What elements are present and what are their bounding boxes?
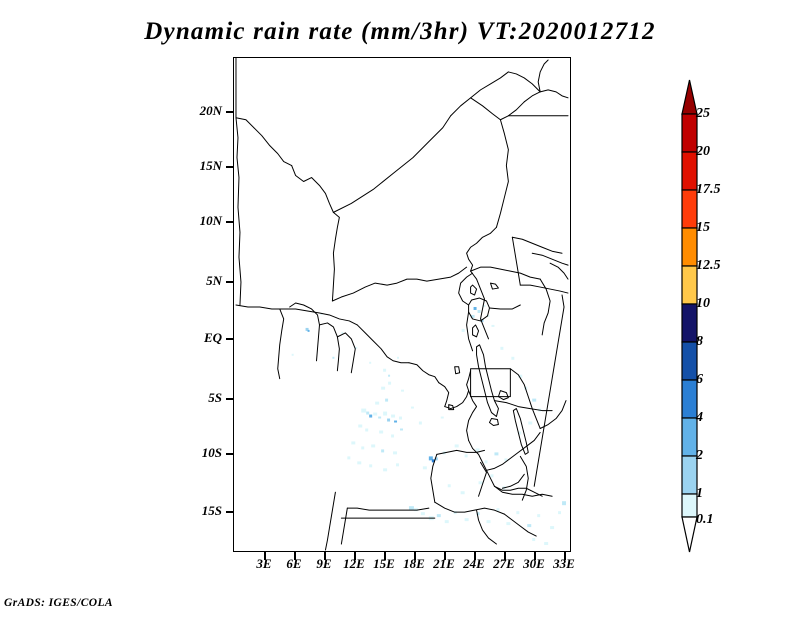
x-axis-label-27e: 27E [493, 556, 515, 571]
x-tick-3e [264, 552, 266, 560]
colorbar-band-8 [681, 341, 698, 381]
page-title: Dynamic rain rate (mm/3hr) VT:2020012712 [144, 18, 656, 45]
x-axis-label-6e: 6E [286, 556, 302, 571]
x-axis-label-30e: 30E [523, 556, 545, 571]
x-axis-label-9e: 9E [316, 556, 332, 571]
colorbar-label-1: 1 [696, 486, 703, 501]
colorbar-cap-max [681, 79, 698, 115]
y-axis-label-15s: 15S [201, 503, 222, 518]
y-axis-label-eq: EQ [203, 330, 222, 345]
colorbar-band-25 [681, 113, 698, 153]
colorbar-band-12-5 [681, 265, 698, 305]
x-axis-label-15e: 15E [373, 556, 395, 571]
y-axis-label-15n: 15N [199, 158, 222, 173]
y-tick-5s [226, 398, 234, 400]
colorbar-label-8: 8 [696, 334, 703, 349]
colorbar-label-0-1: 0.1 [696, 512, 714, 527]
x-tick-30e [534, 552, 536, 560]
coastline-and-borders [235, 58, 569, 551]
colorbar-label-12-5: 12.5 [696, 258, 721, 273]
colorbar-band-6 [681, 379, 698, 419]
map-plot-area [233, 57, 571, 552]
y-axis-label-10s: 10S [201, 445, 222, 460]
x-axis-label-3e: 3E [256, 556, 272, 571]
colorbar-band-17-5 [681, 189, 698, 229]
colorbar-swatches [681, 79, 698, 553]
colorbar-label-6: 6 [696, 372, 703, 387]
colorbar-label-25: 25 [696, 106, 710, 121]
colorbar-label-20: 20 [696, 144, 710, 159]
x-tick-12e [354, 552, 356, 560]
africa-map [235, 58, 569, 551]
y-axis-label-10n: 10N [199, 213, 222, 228]
x-tick-27e [504, 552, 506, 560]
precipitation-field [291, 304, 567, 546]
y-tick-10s [226, 453, 234, 455]
y-tick-eq [226, 338, 234, 340]
y-axis-label-5s: 5S [208, 390, 222, 405]
y-tick-15n [226, 166, 234, 168]
grads-attribution: GrADS: IGES/COLA [4, 597, 113, 609]
x-tick-24e [474, 552, 476, 560]
x-tick-21e [444, 552, 446, 560]
x-axis-label-12e: 12E [343, 556, 365, 571]
colorbar-band-1 [681, 493, 698, 518]
colorbar-band-2 [681, 455, 698, 495]
colorbar-band-20 [681, 151, 698, 191]
colorbar-band-15 [681, 227, 698, 267]
y-axis-label-5n: 5N [206, 273, 222, 288]
x-tick-18e [414, 552, 416, 560]
colorbar-label-4: 4 [696, 410, 703, 425]
colorbar-label-15: 15 [696, 220, 710, 235]
x-axis-label-24e: 24E [463, 556, 485, 571]
x-axis-label-18e: 18E [403, 556, 425, 571]
colorbar-band-10 [681, 303, 698, 343]
colorbar-label-17-5: 17.5 [696, 182, 721, 197]
y-tick-20n [226, 111, 234, 113]
y-tick-5n [226, 281, 234, 283]
x-axis-label-21e: 21E [433, 556, 455, 571]
x-tick-9e [324, 552, 326, 560]
x-tick-33e [564, 552, 566, 560]
y-tick-10n [226, 221, 234, 223]
colorbar: 25 20 17.5 15 12.5 10 8 6 4 2 1 0.1 [668, 78, 788, 556]
colorbar-label-10: 10 [696, 296, 710, 311]
y-axis-label-20n: 20N [199, 103, 222, 118]
colorbar-cap-min [681, 516, 698, 553]
colorbar-band-4 [681, 417, 698, 457]
x-axis-label-33e: 33E [553, 556, 575, 571]
x-tick-6e [294, 552, 296, 560]
x-tick-15e [384, 552, 386, 560]
colorbar-label-2: 2 [696, 448, 703, 463]
y-tick-15s [226, 511, 234, 513]
